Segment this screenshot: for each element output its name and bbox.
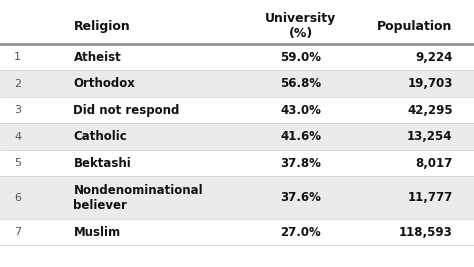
Bar	[0, 123, 474, 150]
Text: 8,017: 8,017	[415, 156, 453, 170]
Bar	[0, 44, 474, 70]
Text: Population: Population	[377, 19, 453, 33]
Text: 118,593: 118,593	[399, 226, 453, 239]
Text: 37.8%: 37.8%	[281, 156, 321, 170]
Text: 41.6%: 41.6%	[281, 130, 321, 143]
Text: 27.0%: 27.0%	[281, 226, 321, 239]
Text: 5: 5	[14, 158, 21, 168]
Text: Orthodox: Orthodox	[73, 77, 136, 90]
Text: 3: 3	[14, 105, 21, 115]
Text: Did not respond: Did not respond	[73, 104, 180, 117]
Bar	[0, 219, 474, 245]
Text: Nondenominational
believer: Nondenominational believer	[73, 184, 203, 212]
Text: Religion: Religion	[73, 19, 130, 33]
Text: Catholic: Catholic	[73, 130, 127, 143]
Text: Bektashi: Bektashi	[73, 156, 131, 170]
Text: 43.0%: 43.0%	[281, 104, 321, 117]
Text: 9,224: 9,224	[415, 51, 453, 64]
Bar	[0, 70, 474, 97]
Text: 4: 4	[14, 132, 21, 142]
Text: 6: 6	[14, 193, 21, 203]
Text: 1: 1	[14, 52, 21, 62]
Bar	[0, 8, 474, 44]
Text: 2: 2	[14, 79, 21, 89]
Bar	[0, 150, 474, 176]
Text: University
(%): University (%)	[265, 12, 337, 40]
Text: 56.8%: 56.8%	[281, 77, 321, 90]
Text: 19,703: 19,703	[407, 77, 453, 90]
Text: 7: 7	[14, 227, 21, 237]
Text: 11,777: 11,777	[408, 191, 453, 204]
Text: 13,254: 13,254	[407, 130, 453, 143]
Text: 42,295: 42,295	[407, 104, 453, 117]
Bar	[0, 176, 474, 219]
Bar	[0, 97, 474, 123]
Text: 37.6%: 37.6%	[281, 191, 321, 204]
Text: 59.0%: 59.0%	[281, 51, 321, 64]
Text: Muslim: Muslim	[73, 226, 120, 239]
Text: Atheist: Atheist	[73, 51, 121, 64]
